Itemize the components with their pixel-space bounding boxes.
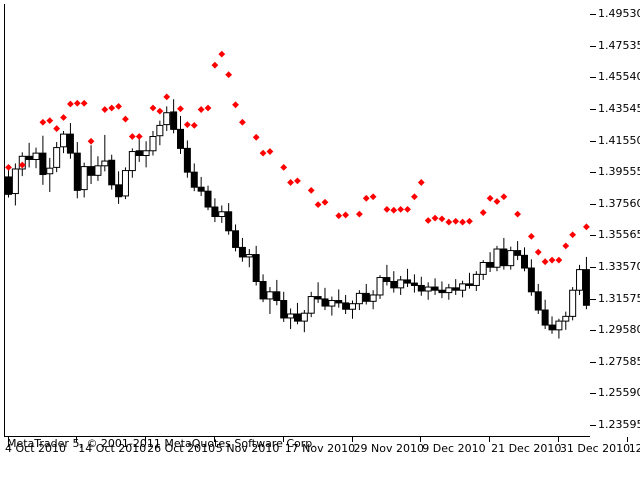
time-tick <box>282 437 284 442</box>
time-tick-label: 5 Nov 2010 <box>215 442 280 455</box>
price-tick-label: 1.43545 <box>598 101 640 115</box>
price-tick <box>590 425 596 426</box>
time-tick-label: 14 Oct 2010 <box>78 442 147 455</box>
time-tick-label: 26 Oct 2010 <box>147 442 216 455</box>
time-tick <box>145 437 147 442</box>
chart-canvas <box>5 50 590 339</box>
price-tick-label: 1.23595 <box>598 418 640 431</box>
price-tick <box>590 203 596 205</box>
price-tick <box>590 45 596 47</box>
price-tick-label: 1.25590 <box>598 386 640 400</box>
price-tick <box>590 14 596 15</box>
time-tick-label: 12 Jan 2011 <box>628 442 640 455</box>
price-tick <box>590 361 596 363</box>
price-tick-label: 1.33570 <box>598 259 640 273</box>
price-tick-label: 1.31575 <box>598 291 640 305</box>
price-tick <box>590 172 596 174</box>
price-tick-label: 1.39555 <box>598 165 640 179</box>
price-tick <box>590 108 596 110</box>
price-tick-label: 1.45540 <box>598 70 640 84</box>
price-tick <box>590 298 596 300</box>
time-tick-label: 21 Dec 2010 <box>491 442 562 455</box>
candlestick-series <box>5 99 590 339</box>
price-tick <box>590 330 596 332</box>
parabolic-sar-series <box>5 50 590 266</box>
time-tick-label: 4 Oct 2010 <box>5 442 67 455</box>
price-tick-label: 1.35565 <box>598 228 640 242</box>
time-tick <box>489 437 491 442</box>
time-tick <box>351 437 353 442</box>
price-tick <box>590 393 596 395</box>
time-tick <box>626 437 628 442</box>
time-tick <box>76 437 78 442</box>
chart-plot-area[interactable] <box>4 4 590 437</box>
time-tick <box>420 437 422 442</box>
time-tick <box>557 437 559 442</box>
time-tick <box>7 437 9 442</box>
price-tick-label: 1.49530 <box>598 7 640 20</box>
price-tick-label: 1.27585 <box>598 354 640 368</box>
copyright-label: MetaTrader 5, © 2001-2011 MetaQuotes Sof… <box>7 437 316 450</box>
time-tick-label: 17 Nov 2010 <box>284 442 356 455</box>
price-tick-label: 1.29580 <box>598 323 640 337</box>
price-tick-label: 1.47535 <box>598 38 640 52</box>
price-tick-label: 1.41550 <box>598 133 640 147</box>
price-tick <box>590 235 596 237</box>
price-tick <box>590 77 596 79</box>
time-axis[interactable]: 4 Oct 2010 14 Oct 2010 26 Oct 2010 5 Nov 20… <box>4 437 640 457</box>
price-axis[interactable]: 1.49530 1.47535 1.45540 1.43545 1.41550 1.395… <box>590 0 640 437</box>
time-tick-label: 31 Dec 2010 <box>559 442 631 455</box>
price-tick-label: 1.37560 <box>598 196 640 210</box>
time-tick-label: 9 Dec 2010 <box>422 442 486 455</box>
price-tick <box>590 266 596 268</box>
price-tick <box>590 140 596 142</box>
time-tick-label: 29 Nov 2010 <box>353 442 424 455</box>
time-tick <box>213 437 215 442</box>
